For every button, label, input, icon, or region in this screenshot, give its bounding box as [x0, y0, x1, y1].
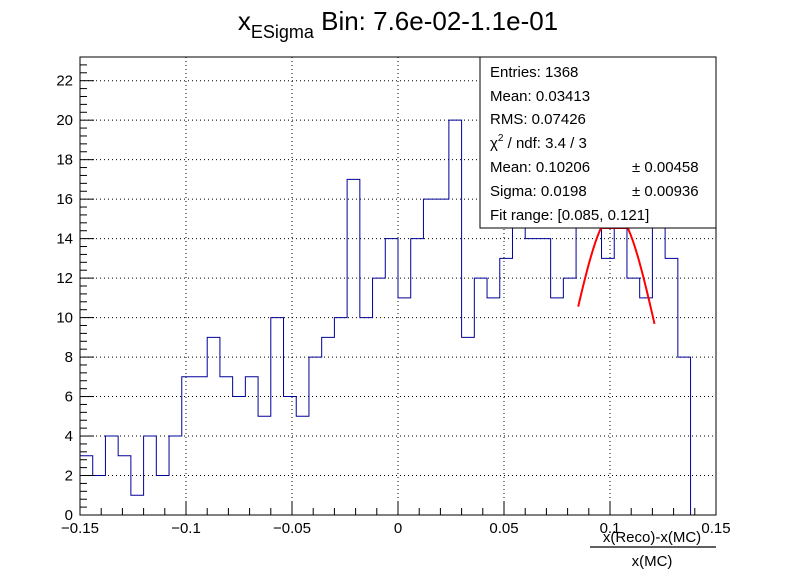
histogram-bin — [627, 278, 640, 515]
x-tick-label: 0.1 — [600, 520, 621, 537]
histogram-bin — [512, 219, 525, 515]
histogram-bin — [525, 239, 538, 515]
y-tick-label: 0 — [65, 507, 73, 524]
histogram-bin — [449, 120, 462, 515]
stats-fit-mean-error: ± 0.00458 — [632, 159, 699, 176]
histogram-bin — [411, 239, 424, 515]
stats-fit-sigma-error: ± 0.00936 — [632, 183, 699, 200]
histogram-bin — [322, 337, 335, 515]
histogram-bin — [678, 357, 691, 515]
y-tick-label: 18 — [56, 152, 73, 169]
histogram-bin — [436, 199, 449, 515]
histogram-bin — [551, 298, 564, 515]
y-tick-label: 20 — [56, 112, 73, 129]
histogram-bin — [284, 397, 297, 515]
histogram-bin — [182, 377, 195, 515]
histogram-bin — [347, 179, 360, 515]
x-tick-label: 0.15 — [701, 520, 730, 537]
x-tick-label: −0.1 — [171, 520, 201, 537]
histogram-bin — [233, 397, 246, 515]
stats-fit-range: Fit range: [0.085, 0.121] — [490, 207, 649, 224]
title-rest: Bin: 7.6e-02-1.1e-01 — [314, 6, 558, 36]
histogram-bin — [652, 219, 665, 515]
title-subscript: ESigma — [251, 22, 315, 42]
y-tick-label: 22 — [56, 73, 73, 90]
y-tick-label: 6 — [65, 389, 73, 406]
histogram-bin — [156, 476, 169, 515]
x-tick-label: 0 — [394, 520, 402, 537]
histogram-bin — [563, 278, 576, 515]
x-axis-title: x(Reco)-x(MC) x(MC) — [590, 529, 716, 570]
histogram-bin — [462, 337, 475, 515]
y-tick-label: 10 — [56, 310, 73, 327]
stats-chi2-superscript: 2 — [498, 133, 504, 144]
histogram-bin — [105, 436, 118, 515]
histogram-bin — [334, 318, 347, 515]
histogram-bin — [474, 278, 487, 515]
histogram-bin — [309, 357, 322, 515]
histogram-bin — [245, 377, 258, 515]
x-tick-label: 0.05 — [489, 520, 518, 537]
y-tick-label: 2 — [65, 468, 73, 485]
stats-box-frame — [479, 56, 717, 229]
histogram-bin — [258, 416, 271, 515]
histogram-bin — [487, 298, 500, 515]
x-axis-title-numerator: x(Reco)-x(MC) — [603, 529, 701, 546]
histogram-bin — [640, 298, 653, 515]
histogram-bin — [373, 278, 386, 515]
histogram-bin — [398, 298, 411, 515]
x-axis-title-denominator: x(MC) — [632, 553, 673, 570]
histogram-bin — [360, 318, 373, 515]
chart-title: xESigma Bin: 7.6e-02-1.1e-01 — [238, 6, 558, 42]
axes: −0.15 −0.1 −0.05 0 0.05 0.1 0.15 0 2 4 6 8 10 12 14 16 1… — [56, 56, 731, 537]
histogram-bin — [169, 436, 182, 515]
histogram-bin — [131, 495, 144, 515]
histogram-bin — [93, 476, 106, 515]
histogram-bin — [207, 337, 220, 515]
histogram-bin — [602, 258, 615, 515]
stats-chi2-symbol: χ — [490, 135, 498, 152]
histogram-bin — [271, 318, 284, 515]
x-tick-label: −0.15 — [61, 520, 99, 537]
stats-fit-mean: Mean: 0.10206 — [490, 159, 590, 176]
histogram-bin — [144, 436, 157, 515]
x-tick-label: −0.05 — [273, 520, 311, 537]
histogram-bin — [665, 258, 678, 515]
stats-entries: Entries: 1368 — [490, 64, 578, 81]
histogram-bin — [220, 377, 233, 515]
histogram-bin — [500, 258, 513, 515]
title-main: x — [238, 6, 251, 36]
histogram-bin — [80, 456, 93, 515]
y-tick-label: 4 — [65, 428, 73, 445]
stats-chi2-rest: / ndf: 3.4 / 3 — [503, 135, 586, 152]
histogram-bin — [423, 199, 436, 515]
histogram-bin — [614, 219, 627, 515]
stats-rms: RMS: 0.07426 — [490, 111, 586, 128]
histogram-bin — [118, 456, 131, 515]
y-tick-label: 14 — [56, 231, 73, 248]
histogram-bin — [194, 377, 207, 515]
y-tick-label: 12 — [56, 270, 73, 287]
histogram-bin — [589, 219, 602, 515]
y-tick-label: 8 — [65, 349, 73, 366]
stats-fit-sigma: Sigma: 0.0198 — [490, 183, 587, 200]
y-tick-label: 16 — [56, 191, 73, 208]
histogram-bin — [296, 416, 309, 515]
histogram-bin — [576, 219, 589, 515]
stats-box: Entries: 1368 Mean: 0.03413 RMS: 0.07426… — [479, 56, 717, 229]
stats-mean: Mean: 0.03413 — [490, 88, 590, 105]
histogram-bin — [385, 239, 398, 515]
histogram-bin — [538, 239, 551, 515]
stats-chi2: χ2 / ndf: 3.4 / 3 — [490, 133, 587, 152]
